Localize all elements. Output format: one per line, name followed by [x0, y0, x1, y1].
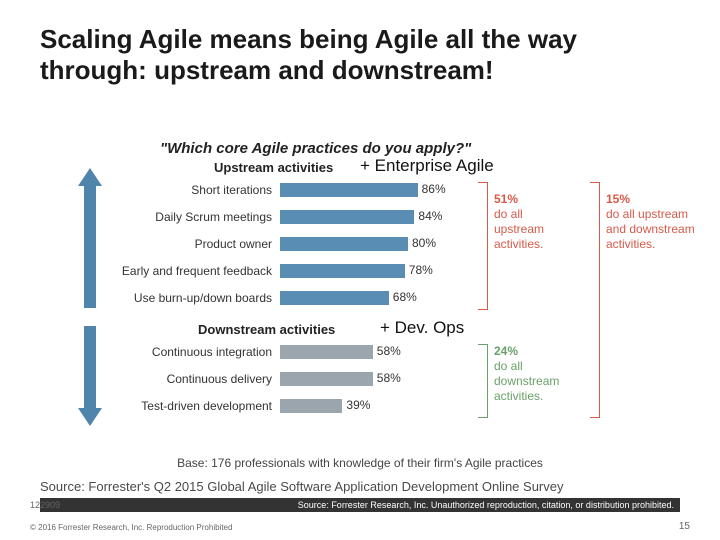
bar-value: 78%: [405, 263, 433, 277]
row-label: Continuous integration: [105, 345, 280, 359]
callout-both: 15% do all upstream and downstream activ…: [606, 192, 706, 252]
bracket-downstream: [478, 344, 488, 418]
callout-upstream: 51% do all upstream activities.: [494, 192, 574, 252]
page-title: Scaling Agile means being Agile all the …: [40, 24, 680, 86]
bar: [280, 291, 389, 305]
footer-copyright: © 2016 Forrester Research, Inc. Reproduc…: [30, 523, 232, 532]
downstream-header: Downstream activities: [198, 322, 335, 337]
bar-value: 58%: [373, 371, 401, 385]
bar: [280, 237, 408, 251]
arrow-down-icon: [78, 326, 102, 426]
chart-row: Daily Scrum meetings 84%: [105, 205, 445, 229]
chart-row: Use burn-up/down boards 68%: [105, 286, 445, 310]
callout-downstream-pct: 24%: [494, 344, 518, 358]
copyright-bar: Source: Forrester Research, Inc. Unautho…: [40, 498, 680, 512]
bar: [280, 345, 373, 359]
row-label: Early and frequent feedback: [105, 264, 280, 278]
chart-row: Test-driven development 39%: [105, 394, 445, 418]
upstream-overlay-label: + Enterprise Agile: [360, 156, 494, 176]
row-label: Product owner: [105, 237, 280, 251]
callout-both-pct: 15%: [606, 192, 630, 206]
copyright-bar-text: Source: Forrester Research, Inc. Unautho…: [298, 500, 674, 510]
chart-row: Short iterations 86%: [105, 178, 445, 202]
page-number: 15: [679, 521, 690, 532]
survey-question: "Which core Agile practices do you apply…: [160, 140, 471, 157]
bracket-upstream: [478, 182, 488, 310]
downstream-overlay-label: + Dev. Ops: [380, 318, 464, 338]
bar-value: 80%: [408, 236, 436, 250]
bar-value: 68%: [389, 290, 417, 304]
upstream-rows: Short iterations 86% Daily Scrum meetings 8…: [105, 178, 445, 313]
callout-downstream-text: do all downstream activities.: [494, 359, 559, 403]
bar: [280, 183, 418, 197]
callout-upstream-pct: 51%: [494, 192, 518, 206]
bar-value: 84%: [414, 209, 442, 223]
row-label: Test-driven development: [105, 399, 280, 413]
arrow-up-icon: [78, 168, 102, 308]
bracket-both: [590, 182, 600, 418]
bar: [280, 210, 414, 224]
bar: [280, 372, 373, 386]
row-label: Use burn-up/down boards: [105, 291, 280, 305]
footer-id: 122909: [30, 500, 60, 510]
row-label: Short iterations: [105, 183, 280, 197]
callout-upstream-text: do all upstream activities.: [494, 207, 544, 251]
upstream-header: Upstream activities: [214, 160, 333, 175]
downstream-rows: Continuous integration58%Continuous deli…: [105, 340, 445, 421]
row-label: Continuous delivery: [105, 372, 280, 386]
chart-row: Continuous integration 58%: [105, 340, 445, 364]
bar-value: 58%: [373, 344, 401, 358]
bar: [280, 399, 342, 413]
bar-value: 39%: [342, 398, 370, 412]
source-text: Source: Forrester's Q2 2015 Global Agile…: [40, 479, 563, 494]
chart-row: Product owner 80%: [105, 232, 445, 256]
bar-value: 86%: [418, 182, 446, 196]
chart-row: Early and frequent feedback 78%: [105, 259, 445, 283]
chart-row: Continuous delivery 58%: [105, 367, 445, 391]
bar: [280, 264, 405, 278]
row-label: Daily Scrum meetings: [105, 210, 280, 224]
callout-both-text: do all upstream and downstream activitie…: [606, 207, 695, 251]
base-text: Base: 176 professionals with knowledge o…: [0, 456, 720, 470]
callout-downstream: 24% do all downstream activities.: [494, 344, 584, 404]
